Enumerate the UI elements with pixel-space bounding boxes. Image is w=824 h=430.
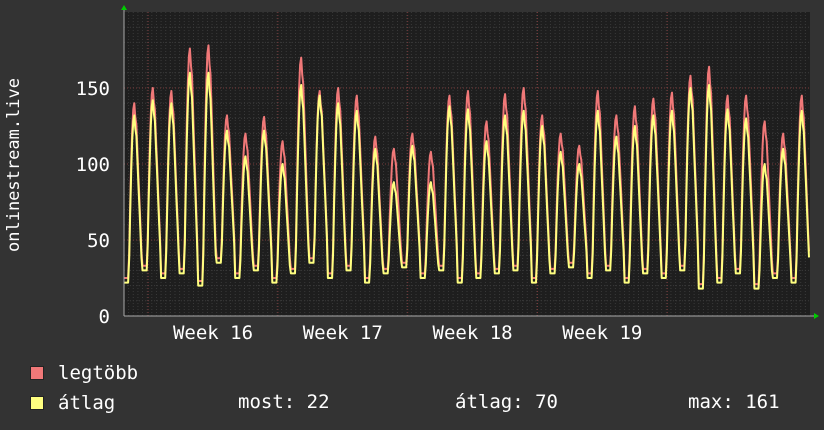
y-tick-label: 50	[87, 230, 110, 252]
legend-swatch-legtobb	[30, 366, 44, 380]
legend-label-atlag: átlag	[58, 392, 116, 414]
legend-swatch-atlag	[30, 396, 44, 410]
x-tick-label: Week 17	[303, 322, 383, 344]
y-tick-label: 150	[76, 78, 110, 100]
series-line-atlag	[124, 71, 810, 290]
y-tick-label: 100	[76, 154, 110, 176]
y-tick-label: 0	[99, 306, 110, 328]
y-axis-label: onlinestream.live	[4, 78, 24, 252]
x-tick-label: Week 19	[562, 322, 642, 344]
stat-atlag: átlag: 70	[455, 391, 558, 413]
y-axis-arrow	[121, 5, 127, 10]
stat-max: max: 161	[688, 391, 780, 413]
legend-item-atlag: átlag	[30, 391, 115, 415]
x-tick-label: Week 16	[173, 322, 253, 344]
stat-most: most: 22	[238, 391, 330, 413]
x-tick-label: Week 18	[433, 322, 513, 344]
legend-item-legtobb: legtöbb	[30, 361, 138, 385]
x-axis-arrow	[814, 313, 819, 319]
legend-label-legtobb: legtöbb	[58, 362, 139, 384]
